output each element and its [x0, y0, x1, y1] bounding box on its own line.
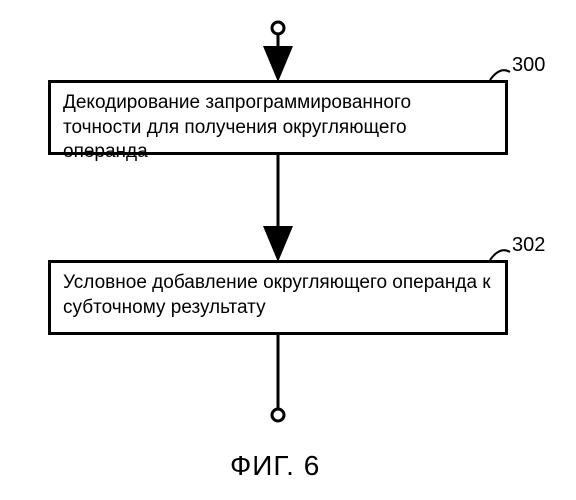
box-302-text: Условное добавление округляющего операнд…: [63, 271, 493, 320]
flowchart-box-302: Условное добавление округляющего операнд…: [48, 260, 508, 335]
figure-label: ФИГ. 6: [230, 450, 320, 482]
box-300-text: Декодирование запрограммированного точно…: [63, 91, 493, 165]
leader-300: [490, 70, 510, 80]
flowchart-box-300: Декодирование запрограммированного точно…: [48, 80, 508, 155]
leader-302: [490, 250, 510, 260]
ref-label-300: 300: [512, 54, 545, 77]
start-node: [272, 22, 284, 34]
flowchart-svg: [0, 0, 576, 500]
end-node: [272, 409, 284, 421]
ref-label-302: 302: [512, 234, 545, 257]
